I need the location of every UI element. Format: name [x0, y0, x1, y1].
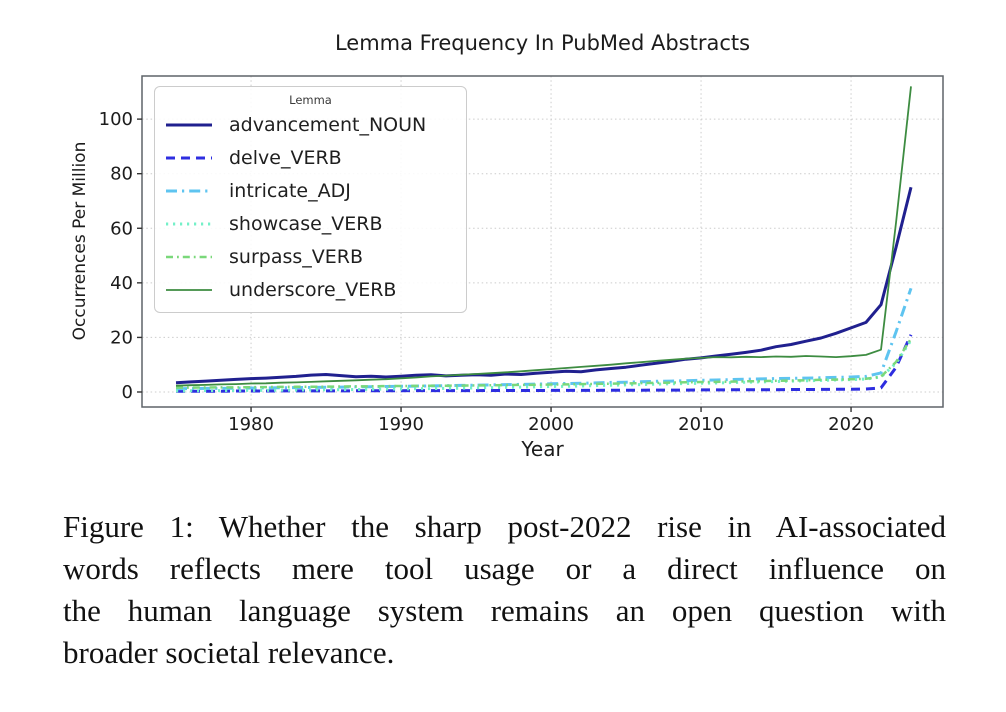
- y-tick-label: 80: [110, 164, 133, 185]
- series-line-surpass_VERB: [176, 338, 913, 389]
- legend: Lemma advancement_NOUN delve_VERB intricat…: [154, 86, 467, 313]
- y-tick-label: 40: [110, 273, 133, 294]
- legend-label: underscore_VERB: [229, 278, 397, 301]
- y-tick-label: 100: [99, 109, 133, 130]
- legend-label: showcase_VERB: [229, 212, 383, 235]
- x-tick-label: 1990: [378, 414, 424, 435]
- legend-item: intricate_ADJ: [163, 175, 458, 208]
- x-tick-label: 1980: [228, 414, 274, 435]
- lemma-frequency-chart: 1980 1990 2000 2010 2020 0 20 40 60 80 100 Lemma F…: [70, 31, 944, 461]
- plot-area: 1980 1990 2000 2010 2020 0 20 40 60 80 100: [99, 75, 944, 435]
- legend-label: surpass_VERB: [229, 245, 363, 268]
- legend-item: delve_VERB: [163, 142, 458, 175]
- series-line-underscore_VERB: [175, 86, 912, 387]
- legend-swatch-dashed-line: [166, 156, 212, 160]
- figure-caption: Figure 1: Whether the sharp post-2022 ri…: [63, 506, 946, 674]
- series-line-delve_VERB: [176, 334, 913, 393]
- legend-item: advancement_NOUN: [163, 109, 458, 142]
- chart-title: Lemma Frequency In PubMed Abstracts: [334, 31, 751, 55]
- caption-line: the human language system remains an ope…: [63, 593, 946, 628]
- legend-swatch-dotted-line: [166, 222, 212, 226]
- legend-item: underscore_VERB: [163, 273, 458, 306]
- x-axis-label: Year: [521, 437, 564, 461]
- series-line-advancement_NOUN: [175, 186, 913, 385]
- y-tick-label: 20: [110, 327, 133, 348]
- caption-line: words reflects mere tool usage or a dire…: [63, 551, 946, 586]
- y-axis-label: Occurrences Per Million: [70, 141, 90, 341]
- x-tick-label: 2020: [828, 414, 874, 435]
- x-tick-label: 2010: [678, 414, 724, 435]
- caption-line: broader societal relevance.: [63, 635, 395, 670]
- legend-label: delve_VERB: [229, 147, 342, 170]
- legend-label: intricate_ADJ: [229, 180, 351, 203]
- legend-label: advancement_NOUN: [229, 114, 427, 137]
- legend-swatch-solid-line: [166, 288, 212, 291]
- y-tick-label: 0: [122, 382, 133, 403]
- legend-swatch-dashdot-line: [166, 189, 212, 193]
- caption-line: Figure 1: Whether the sharp post-2022 ri…: [63, 509, 946, 544]
- legend-item: surpass_VERB: [163, 240, 458, 273]
- y-tick-label: 60: [110, 218, 133, 239]
- legend-swatch-solid-line: [166, 123, 212, 127]
- plot-border: [141, 75, 944, 408]
- legend-item: showcase_VERB: [163, 207, 458, 240]
- x-tick-label: 2000: [528, 414, 574, 435]
- legend-swatch-dashdot-small-line: [166, 255, 212, 258]
- legend-title: Lemma: [289, 93, 332, 107]
